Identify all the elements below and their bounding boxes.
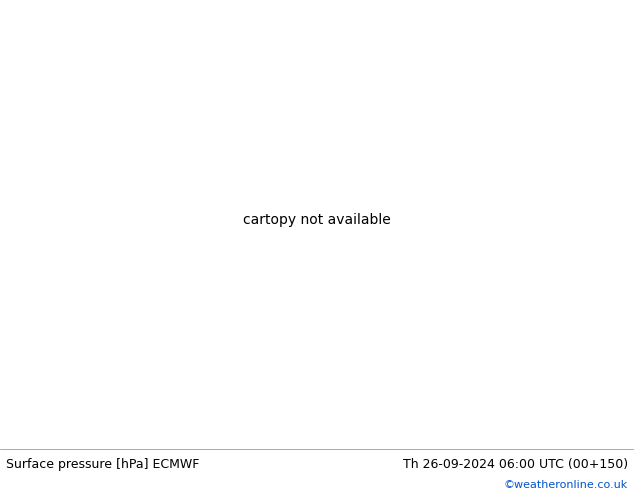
Text: cartopy not available: cartopy not available bbox=[243, 213, 391, 227]
Text: Surface pressure [hPa] ECMWF: Surface pressure [hPa] ECMWF bbox=[6, 458, 200, 471]
Text: ©weatheronline.co.uk: ©weatheronline.co.uk bbox=[503, 480, 628, 490]
Text: Th 26-09-2024 06:00 UTC (00+150): Th 26-09-2024 06:00 UTC (00+150) bbox=[403, 458, 628, 471]
